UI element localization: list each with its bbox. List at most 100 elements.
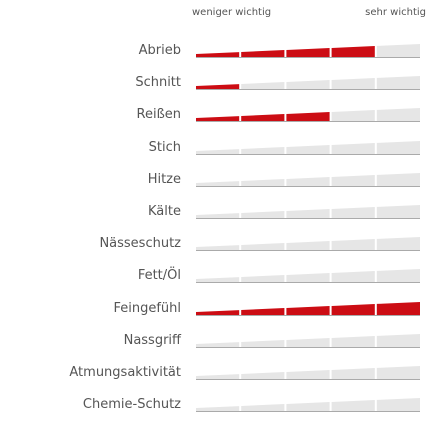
rating-bar (196, 44, 420, 58)
rating-row: Hitze (0, 169, 434, 201)
rating-segment-empty (331, 78, 375, 90)
rating-segment-filled (241, 307, 285, 315)
rating-label: Hitze (147, 171, 181, 187)
rating-segment-empty (241, 372, 285, 379)
rating-row: Reißen (0, 104, 434, 136)
rating-bar (196, 301, 420, 316)
rating-segment-empty (196, 213, 240, 218)
rating-segment-empty (196, 277, 240, 283)
rating-row: Atmungsaktivität (0, 362, 434, 394)
rating-segment-empty (376, 108, 420, 122)
rating-segment-empty (376, 140, 420, 154)
rating-segment-empty (376, 44, 420, 57)
rating-segment-empty (376, 172, 420, 186)
rating-segment-empty (376, 333, 420, 347)
rating-baseline (196, 314, 420, 316)
rating-panel: weniger wichtig sehr wichtig Abrieb Schni… (0, 7, 434, 413)
rating-segment-empty (241, 211, 285, 218)
rating-label: Nassgriff (123, 332, 181, 348)
rating-bar (196, 333, 420, 348)
rating-segment-empty (196, 245, 240, 251)
rating-list: Abrieb Schnitt Reißen Stich Hitze Kälte Nässes… (0, 40, 434, 413)
rating-baseline (196, 282, 420, 284)
rating-segment-empty (286, 402, 330, 412)
rating-bar (196, 172, 420, 187)
rating-segment-filled (286, 112, 330, 122)
rating-segment-empty (376, 269, 420, 283)
rating-row: Fett/Öl (0, 265, 434, 297)
rating-segment-filled (376, 301, 420, 315)
rating-segment-filled (196, 52, 240, 57)
rating-bar (196, 108, 420, 123)
rating-bar (196, 269, 420, 284)
rating-segment-empty (196, 374, 240, 379)
rating-segment-empty (241, 404, 285, 412)
rating-row: Schnitt (0, 72, 434, 104)
rating-segment-filled (241, 50, 285, 57)
rating-segment-empty (241, 339, 285, 347)
rating-segment-empty (331, 271, 375, 283)
rating-baseline (196, 379, 420, 380)
rating-bar (196, 237, 420, 252)
rating-segment-empty (331, 368, 375, 379)
rating-baseline (196, 57, 420, 58)
rating-label: Schnitt (135, 75, 181, 91)
rating-label: Nässeschutz (99, 236, 181, 252)
rating-segment-empty (241, 275, 285, 283)
rating-segment-empty (331, 142, 375, 154)
rating-segment-empty (331, 239, 375, 251)
rating-segment-empty (331, 400, 375, 412)
rating-segment-empty (286, 370, 330, 379)
rating-segment-empty (286, 209, 330, 218)
rating-baseline (196, 346, 420, 348)
rating-row: Kälte (0, 201, 434, 233)
rating-segment-filled (286, 48, 330, 57)
rating-segment-empty (196, 406, 240, 412)
rating-label: Atmungsaktivität (69, 365, 181, 380)
rating-row: Nassgriff (0, 330, 434, 362)
rating-row: Abrieb (0, 40, 434, 72)
rating-segment-empty (376, 237, 420, 251)
rating-label: Reißen (136, 107, 181, 123)
rating-bar (196, 366, 420, 380)
rating-bar (196, 76, 420, 91)
rating-segment-empty (196, 180, 240, 186)
rating-segment-filled (286, 305, 330, 315)
rating-segment-empty (286, 144, 330, 154)
rating-segment-empty (331, 207, 375, 218)
rating-segment-filled (196, 116, 240, 122)
rating-segment-empty (196, 341, 240, 347)
rating-bar (196, 140, 420, 155)
rating-segment-empty (376, 205, 420, 218)
legend-min-label: weniger wichtig (192, 7, 272, 18)
rating-segment-empty (196, 148, 240, 154)
rating-baseline (196, 121, 420, 123)
rating-segment-filled (241, 114, 285, 122)
rating-segment-empty (376, 366, 420, 379)
rating-bar (196, 205, 420, 219)
rating-baseline (196, 218, 420, 219)
rating-segment-empty (241, 146, 285, 154)
rating-segment-filled (196, 309, 240, 315)
rating-segment-empty (376, 76, 420, 90)
rating-segment-empty (241, 178, 285, 186)
rating-segment-empty (241, 243, 285, 251)
rating-baseline (196, 411, 420, 413)
rating-row: Stich (0, 137, 434, 169)
rating-row: Nässeschutz (0, 233, 434, 265)
rating-label: Stich (148, 139, 181, 155)
rating-segment-empty (241, 82, 285, 90)
rating-baseline (196, 250, 420, 252)
rating-segment-empty (286, 176, 330, 186)
rating-segment-empty (286, 241, 330, 251)
rating-label: Abrieb (138, 43, 181, 58)
rating-label: Chemie-Schutz (82, 397, 181, 413)
rating-segment-empty (331, 110, 375, 122)
rating-segment-empty (286, 80, 330, 90)
legend-max-label: sehr wichtig (365, 7, 426, 18)
rating-segment-filled (196, 84, 240, 90)
rating-label: Fett/Öl (137, 268, 181, 284)
rating-segment-filled (331, 46, 375, 57)
rating-segment-empty (331, 335, 375, 347)
rating-baseline (196, 89, 420, 91)
